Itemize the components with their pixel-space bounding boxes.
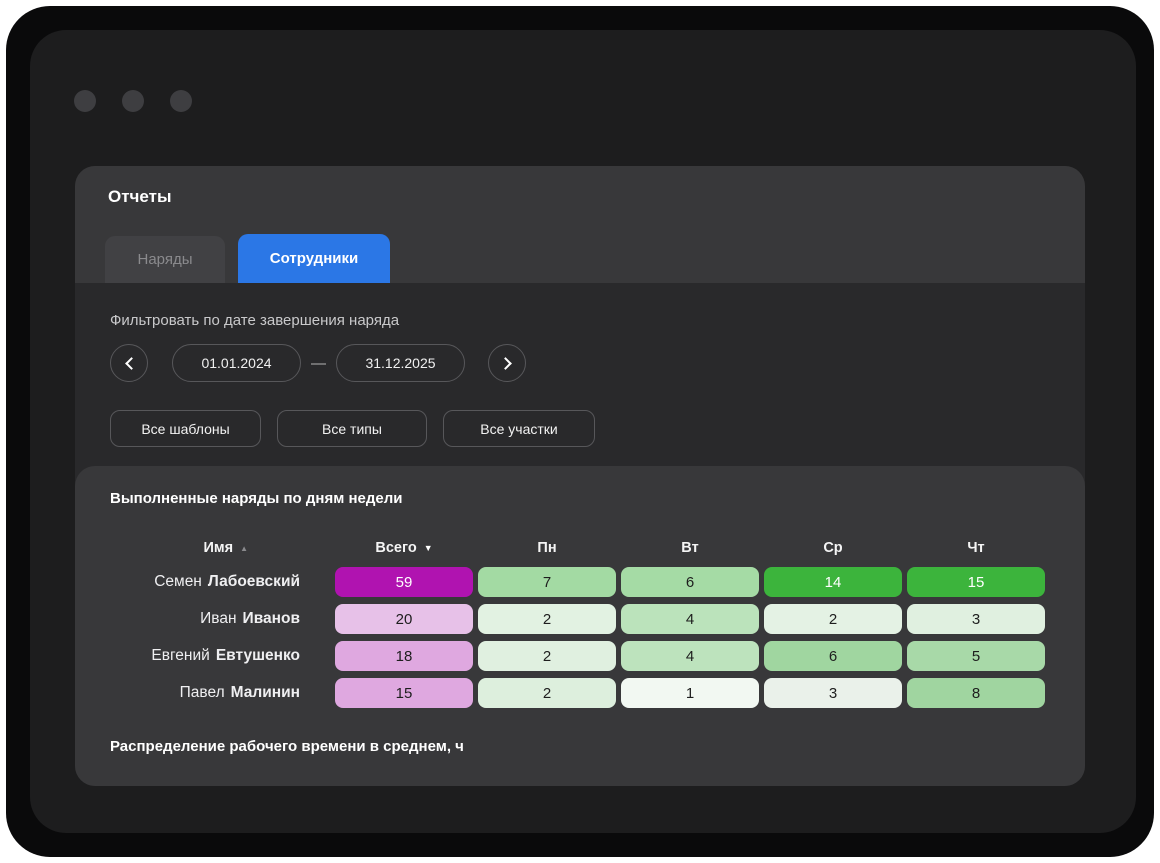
sort-asc-icon: ▲ — [240, 544, 248, 553]
column-header-wed[interactable]: Ср — [764, 536, 902, 560]
chevron-right-icon — [499, 357, 512, 370]
date-range-separator: — — [311, 355, 326, 372]
column-header-label: Имя — [203, 540, 233, 556]
value-cell: 1 — [621, 678, 759, 708]
section-title: Выполненные наряды по дням недели — [110, 490, 403, 507]
column-header-name[interactable]: Имя ▲ — [75, 536, 330, 560]
employee-first-name: Иван — [200, 610, 236, 628]
value-cell: 3 — [907, 604, 1045, 634]
sections-filter-button[interactable]: Все участки — [443, 410, 595, 447]
report-table: Имя ▲ Всего ▼ Пн Вт Ср Чт Семе — [75, 536, 1045, 708]
page-title: Отчеты — [108, 187, 172, 207]
prev-period-button[interactable] — [110, 344, 148, 382]
column-header-mon[interactable]: Пн — [478, 536, 616, 560]
date-range-row: 01.01.2024 — 31.12.2025 — [110, 344, 526, 382]
next-section-title: Распределение рабочего времени в среднем… — [110, 738, 464, 755]
next-period-button[interactable] — [488, 344, 526, 382]
date-filter-label: Фильтровать по дате завершения наряда — [110, 312, 399, 329]
value-cell: 4 — [621, 604, 759, 634]
value-cell: 14 — [764, 567, 902, 597]
column-header-total[interactable]: Всего ▼ — [335, 536, 473, 560]
column-header-tue[interactable]: Вт — [621, 536, 759, 560]
value-cell: 4 — [621, 641, 759, 671]
app-window: Отчеты Наряды Сотрудники Фильтровать по … — [30, 30, 1136, 833]
page: Отчеты Наряды Сотрудники Фильтровать по … — [0, 0, 1160, 863]
employee-name: Семен Лабоевский — [75, 567, 330, 597]
weekday-report-card: Выполненные наряды по дням недели Имя ▲ … — [75, 466, 1085, 786]
value-cell: 6 — [764, 641, 902, 671]
value-cell: 15 — [335, 678, 473, 708]
value-cell: 2 — [478, 641, 616, 671]
window-controls — [74, 90, 192, 112]
tab-employees[interactable]: Сотрудники — [238, 234, 390, 283]
value-cell: 15 — [907, 567, 1045, 597]
reports-panel: Отчеты Наряды Сотрудники Фильтровать по … — [75, 166, 1085, 786]
window-dot-icon[interactable] — [170, 90, 192, 112]
window-dot-icon[interactable] — [122, 90, 144, 112]
employee-last-name: Иванов — [243, 610, 300, 628]
value-cell: 18 — [335, 641, 473, 671]
chevron-left-icon — [125, 357, 138, 370]
templates-filter-button[interactable]: Все шаблоны — [110, 410, 261, 447]
types-filter-button[interactable]: Все типы — [277, 410, 427, 447]
panel-header: Отчеты Наряды Сотрудники — [75, 166, 1085, 283]
column-header-label: Всего — [375, 540, 416, 556]
value-cell: 59 — [335, 567, 473, 597]
employee-last-name: Лабоевский — [208, 573, 300, 591]
value-cell: 8 — [907, 678, 1045, 708]
value-cell: 20 — [335, 604, 473, 634]
window-dot-icon[interactable] — [74, 90, 96, 112]
value-cell: 6 — [621, 567, 759, 597]
employee-name: Иван Иванов — [75, 604, 330, 634]
employee-last-name: Евтушенко — [216, 647, 300, 665]
column-header-thu[interactable]: Чт — [907, 536, 1045, 560]
employee-name: Павел Малинин — [75, 678, 330, 708]
employee-first-name: Семен — [154, 573, 202, 591]
value-cell: 7 — [478, 567, 616, 597]
value-cell: 5 — [907, 641, 1045, 671]
date-from-input[interactable]: 01.01.2024 — [172, 344, 301, 382]
sort-desc-icon: ▼ — [424, 543, 433, 553]
employee-name: Евгений Евтушенко — [75, 641, 330, 671]
tab-orders[interactable]: Наряды — [105, 236, 225, 283]
filter-chips-row: Все шаблоны Все типы Все участки — [110, 410, 595, 447]
date-to-input[interactable]: 31.12.2025 — [336, 344, 465, 382]
employee-first-name: Евгений — [151, 647, 209, 665]
employee-first-name: Павел — [180, 684, 225, 702]
employee-last-name: Малинин — [231, 684, 300, 702]
value-cell: 2 — [478, 678, 616, 708]
outer-frame: Отчеты Наряды Сотрудники Фильтровать по … — [6, 6, 1154, 857]
value-cell: 2 — [764, 604, 902, 634]
value-cell: 3 — [764, 678, 902, 708]
value-cell: 2 — [478, 604, 616, 634]
